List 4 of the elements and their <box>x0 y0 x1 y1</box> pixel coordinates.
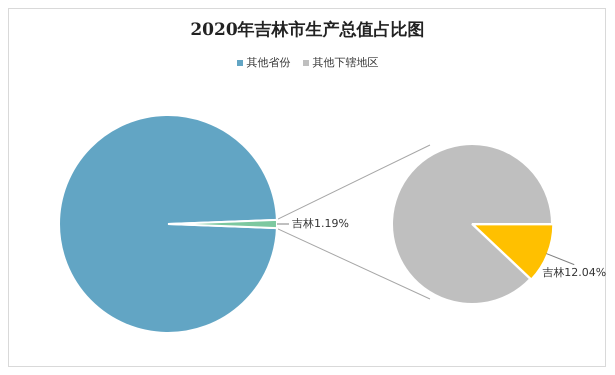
chart-title: 2020年吉林市生产总值占比图 <box>189 19 426 41</box>
slice-label: 吉林12.04% <box>542 266 606 279</box>
legend-label: 其他下辖地区 <box>312 56 378 69</box>
legend-label: 其他省份 <box>246 56 290 69</box>
